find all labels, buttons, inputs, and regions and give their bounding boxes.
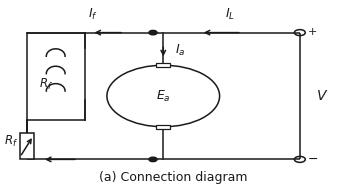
Bar <box>156 63 170 67</box>
Text: $R_f$: $R_f$ <box>39 77 53 92</box>
Text: −: − <box>307 153 318 166</box>
Text: +: + <box>307 27 317 37</box>
Circle shape <box>149 30 157 35</box>
Circle shape <box>149 157 157 162</box>
Text: (a) Connection diagram: (a) Connection diagram <box>99 171 248 184</box>
Bar <box>20 133 34 159</box>
Text: $I_a$: $I_a$ <box>175 43 186 58</box>
Text: $I_f$: $I_f$ <box>88 7 98 22</box>
Bar <box>156 125 170 129</box>
Text: $V$: $V$ <box>316 89 328 103</box>
Text: $E_a$: $E_a$ <box>156 89 171 103</box>
Text: $R_f$: $R_f$ <box>5 134 19 149</box>
Text: $I_L$: $I_L$ <box>225 7 235 22</box>
